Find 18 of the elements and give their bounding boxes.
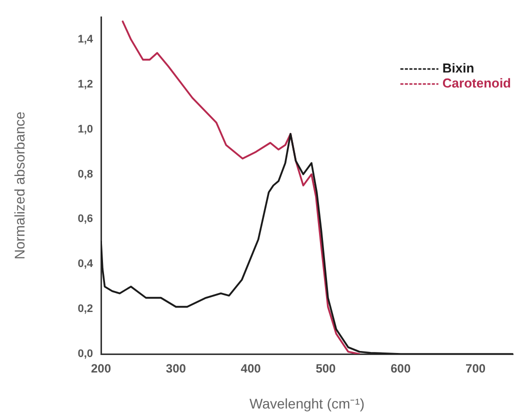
- y-tick-label: 1,4: [78, 34, 94, 46]
- x-tick-label: 300: [166, 362, 186, 376]
- y-tick-label: 0,4: [78, 258, 94, 270]
- y-axis-title: Normalized absorbance: [11, 111, 28, 260]
- legend-label: Bixin: [442, 60, 474, 76]
- x-axis-title: Wavelenght (cm⁻¹): [250, 395, 364, 412]
- y-tick-label: 1,0: [78, 123, 93, 136]
- y-tick-label: 0,0: [78, 348, 93, 360]
- legend-label: Carotenoid: [442, 76, 512, 91]
- x-tick-label: 400: [240, 362, 262, 376]
- y-tick-label: 1,2: [78, 78, 93, 90]
- x-tick-label: 700: [466, 362, 486, 376]
- y-tick-label: 0,2: [78, 303, 93, 316]
- x-tick-label: 200: [90, 362, 112, 376]
- y-tick-label: 0,8: [78, 168, 93, 180]
- x-tick-label: 600: [390, 362, 411, 376]
- y-tick-label: 0,6: [78, 213, 93, 226]
- x-tick-label: 500: [316, 362, 336, 376]
